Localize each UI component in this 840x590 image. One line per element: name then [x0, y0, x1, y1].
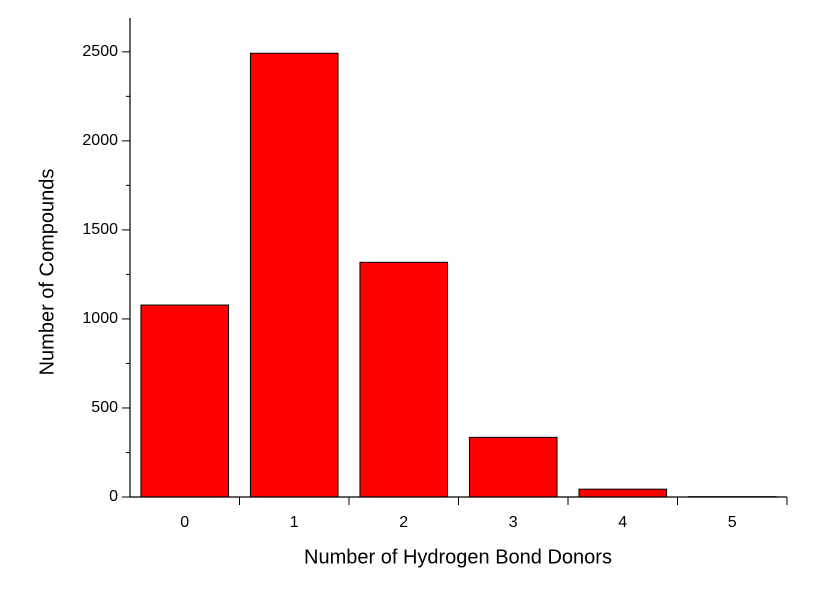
y-tick-label: 500: [91, 399, 118, 416]
x-tick-label: 2: [399, 514, 408, 531]
y-tick-label: 2000: [82, 132, 118, 149]
x-tick-label: 0: [180, 514, 189, 531]
bar: [140, 304, 230, 498]
x-tick-label: 1: [290, 514, 299, 531]
bar: [578, 488, 668, 498]
x-tick-label: 5: [728, 514, 737, 531]
y-tick-label: 2500: [82, 43, 118, 60]
y-axis-label: Number of Compounds: [36, 169, 58, 376]
bar: [249, 52, 339, 498]
x-tick-label: 4: [618, 514, 627, 531]
bar: [468, 436, 558, 498]
y-tick-label: 1500: [82, 221, 118, 238]
bar: [359, 261, 449, 498]
y-tick-label: 0: [109, 488, 118, 505]
x-axis-label: Number of Hydrogen Bond Donors: [304, 546, 612, 568]
y-tick-label: 1000: [82, 310, 118, 327]
x-tick-label: 3: [509, 514, 518, 531]
